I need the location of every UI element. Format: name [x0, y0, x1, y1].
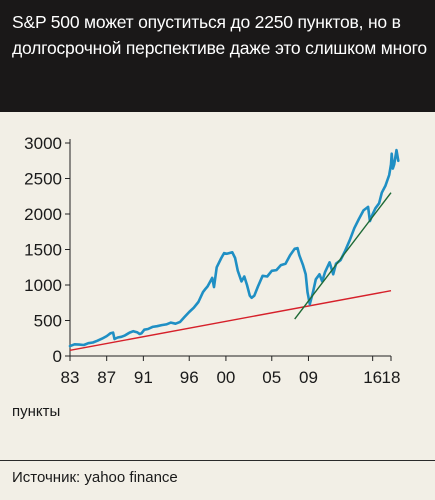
x-tick-label: 87	[97, 368, 116, 387]
x-tick-label: 83	[61, 368, 80, 387]
source-note: Источник: yahoo finance	[12, 469, 178, 486]
recent-trendline	[294, 192, 392, 320]
y-unit-label: пункты	[12, 403, 61, 420]
footer-divider	[0, 460, 435, 461]
x-tick-label: 05	[262, 368, 281, 387]
y-tick-label: 500	[34, 312, 62, 331]
x-tick-label: 00	[216, 368, 235, 387]
sp500-series-line	[68, 148, 400, 348]
y-tick-label: 1000	[24, 276, 62, 295]
x-tick-label: 18	[382, 368, 401, 387]
y-tick-label: 0	[53, 347, 62, 366]
y-tick-label: 2000	[24, 205, 62, 224]
line-chart: 0 500 1000 1500 2000 2500 3000 83 87 91 96 00 05 09 16…	[24, 134, 401, 387]
y-tick-label: 1500	[24, 241, 62, 260]
x-tick-label: 96	[180, 368, 199, 387]
x-tick-label: 16	[363, 368, 382, 387]
chart-title: S&P 500 может опуститься до 2250 пунктов…	[12, 12, 427, 58]
x-tick-label: 09	[299, 368, 318, 387]
x-tick-label: 91	[134, 368, 153, 387]
long-term-trendline	[69, 289, 392, 352]
y-tick-label: 2500	[24, 170, 62, 189]
title-banner: S&P 500 может опуститься до 2250 пунктов…	[0, 0, 435, 112]
y-tick-label: 3000	[24, 134, 62, 153]
